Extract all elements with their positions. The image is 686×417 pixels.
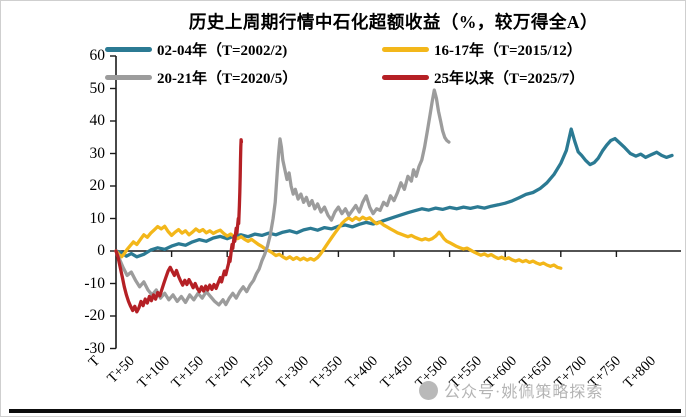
legend-label: 02-04年（T=2002/2) <box>157 42 288 59</box>
y-tick-label: 60 <box>89 47 106 64</box>
series-line-3 <box>114 138 244 314</box>
wechat-account-icon <box>419 380 438 400</box>
legend-label: 16-17年（T=2015/12） <box>434 42 582 59</box>
y-tick-label: 0 <box>97 242 105 259</box>
legend-swatch-icon <box>105 46 152 52</box>
series-line-2 <box>114 88 451 307</box>
series-line-1 <box>114 215 563 270</box>
chart-title: 历史上周期行情中石化超额收益（%，较万得全A） <box>188 12 599 32</box>
legend-swatch-icon <box>105 74 152 80</box>
watermark-text: 公众号·姚佩策略探索 <box>444 384 604 401</box>
legend-label: 25年以来（T=2025/7） <box>434 70 585 87</box>
y-tick-label: -20 <box>84 307 105 324</box>
y-tick-label: -10 <box>84 274 105 292</box>
y-tick-label: 30 <box>89 144 106 162</box>
y-tick-label: 40 <box>89 112 106 129</box>
legend-item-0: 02-04年（T=2002/2) <box>105 40 288 59</box>
legend-item-1: 16-17年（T=2015/12） <box>382 40 582 59</box>
bottom-rule <box>9 409 681 413</box>
y-tick-label: 50 <box>89 79 106 97</box>
legend-item-3: 25年以来（T=2025/7） <box>382 68 585 87</box>
series-line-0 <box>114 127 674 259</box>
y-tick-label: -30 <box>84 339 105 357</box>
legend-swatch-icon <box>382 46 429 52</box>
legend-item-2: 20-21年（T=2020/5） <box>105 68 298 87</box>
watermark: 公众号·姚佩策略探索 <box>419 378 603 402</box>
y-tick-label: 20 <box>89 177 106 194</box>
y-tick-label: 10 <box>89 209 106 227</box>
legend-label: 20-21年（T=2020/5） <box>157 70 298 87</box>
legend-swatch-icon <box>382 74 429 80</box>
